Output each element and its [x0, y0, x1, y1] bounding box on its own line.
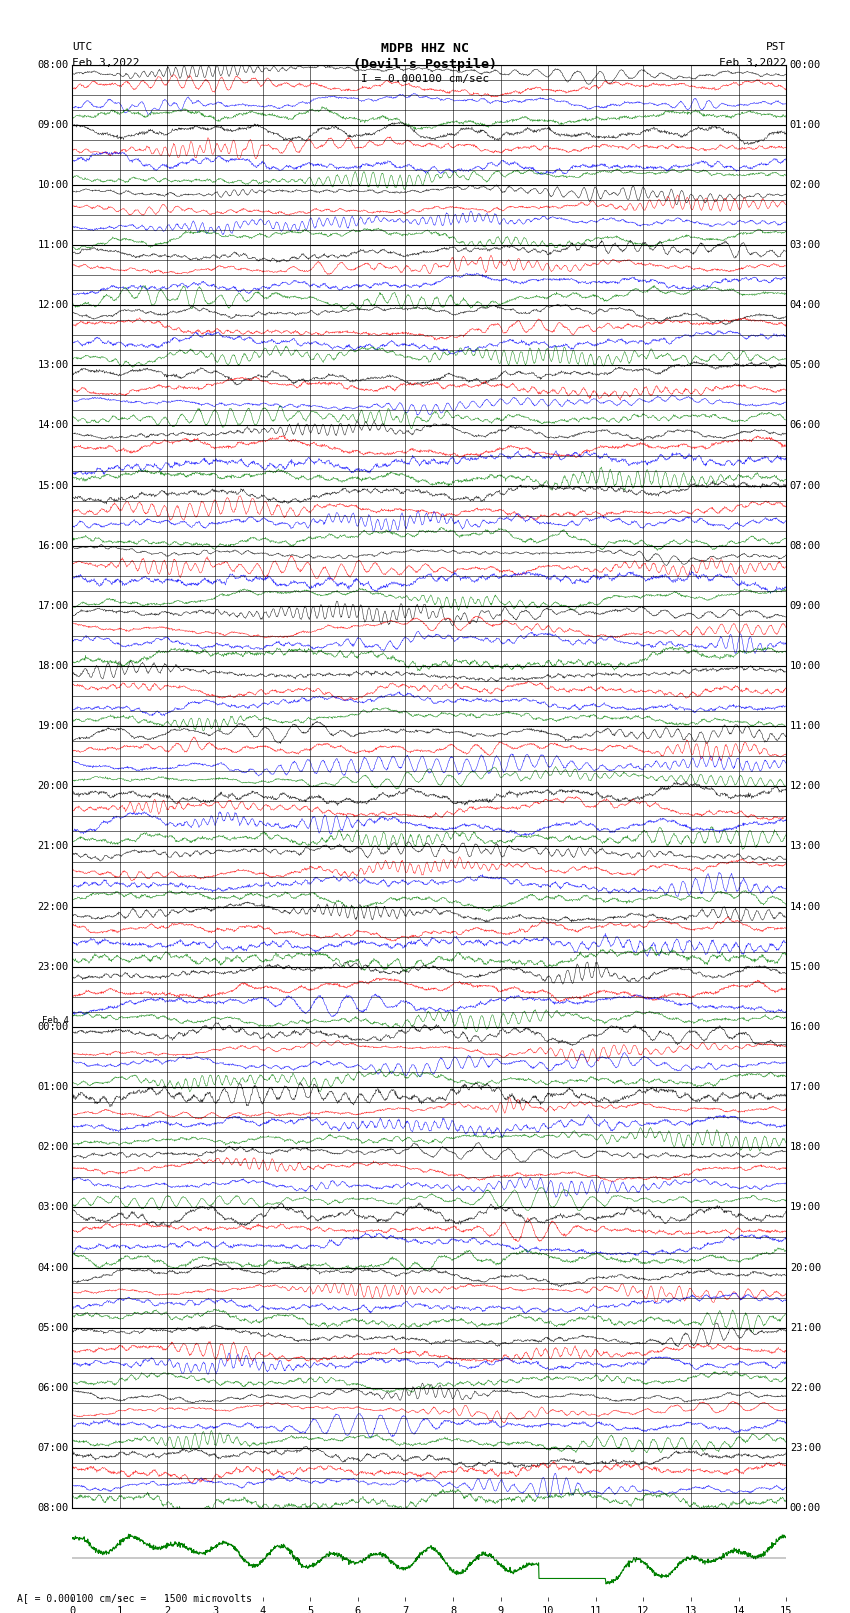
Text: 22:00: 22:00 [37, 902, 69, 911]
Text: 09:00: 09:00 [37, 119, 69, 129]
Text: 14:00: 14:00 [790, 902, 821, 911]
Text: 08:00: 08:00 [790, 540, 821, 550]
Text: 00:00: 00:00 [790, 60, 821, 69]
Text: 22:00: 22:00 [790, 1382, 821, 1394]
Text: 03:00: 03:00 [37, 1202, 69, 1213]
Text: 06:00: 06:00 [37, 1382, 69, 1394]
Text: 23:00: 23:00 [37, 961, 69, 971]
Text: 06:00: 06:00 [790, 421, 821, 431]
Text: UTC: UTC [72, 42, 93, 52]
Text: 01:00: 01:00 [790, 119, 821, 129]
Text: I = 0.000100 cm/sec: I = 0.000100 cm/sec [361, 74, 489, 84]
Text: 03:00: 03:00 [790, 240, 821, 250]
Text: 11:00: 11:00 [790, 721, 821, 731]
Text: 17:00: 17:00 [37, 602, 69, 611]
Text: 09:00: 09:00 [790, 602, 821, 611]
Text: 02:00: 02:00 [790, 179, 821, 190]
Text: 14:00: 14:00 [37, 421, 69, 431]
Text: 20:00: 20:00 [37, 781, 69, 792]
Text: 10:00: 10:00 [790, 661, 821, 671]
Text: 19:00: 19:00 [37, 721, 69, 731]
Text: 05:00: 05:00 [37, 1323, 69, 1332]
Text: MDPB HHZ NC: MDPB HHZ NC [381, 42, 469, 55]
Text: 07:00: 07:00 [790, 481, 821, 490]
Text: 21:00: 21:00 [790, 1323, 821, 1332]
Text: Feb 4: Feb 4 [42, 1016, 69, 1024]
Text: 17:00: 17:00 [790, 1082, 821, 1092]
Text: 23:00: 23:00 [790, 1444, 821, 1453]
Text: 13:00: 13:00 [37, 360, 69, 371]
Text: 04:00: 04:00 [790, 300, 821, 310]
Text: 02:00: 02:00 [37, 1142, 69, 1152]
Text: 11:00: 11:00 [37, 240, 69, 250]
Text: 16:00: 16:00 [37, 540, 69, 550]
Text: Feb 3,2022: Feb 3,2022 [719, 58, 786, 68]
Text: 21:00: 21:00 [37, 842, 69, 852]
Text: 16:00: 16:00 [790, 1023, 821, 1032]
Text: PST: PST [766, 42, 786, 52]
Text: 12:00: 12:00 [790, 781, 821, 792]
Text: (Devil's Postpile): (Devil's Postpile) [353, 58, 497, 71]
Text: 12:00: 12:00 [37, 300, 69, 310]
Text: 07:00: 07:00 [37, 1444, 69, 1453]
Text: 05:00: 05:00 [790, 360, 821, 371]
Text: 18:00: 18:00 [37, 661, 69, 671]
Text: 15:00: 15:00 [790, 961, 821, 971]
Text: A[ = 0.000100 cm/sec =   1500 microvolts: A[ = 0.000100 cm/sec = 1500 microvolts [17, 1594, 252, 1603]
Text: 08:00: 08:00 [37, 60, 69, 69]
Text: 13:00: 13:00 [790, 842, 821, 852]
Text: 00:00: 00:00 [790, 1503, 821, 1513]
Text: 20:00: 20:00 [790, 1263, 821, 1273]
Text: 10:00: 10:00 [37, 179, 69, 190]
Text: 18:00: 18:00 [790, 1142, 821, 1152]
Text: 01:00: 01:00 [37, 1082, 69, 1092]
Text: Feb 3,2022: Feb 3,2022 [72, 58, 139, 68]
Text: 04:00: 04:00 [37, 1263, 69, 1273]
Text: 00:00: 00:00 [37, 1023, 69, 1032]
Text: 15:00: 15:00 [37, 481, 69, 490]
Text: 19:00: 19:00 [790, 1202, 821, 1213]
Text: 08:00: 08:00 [37, 1503, 69, 1513]
